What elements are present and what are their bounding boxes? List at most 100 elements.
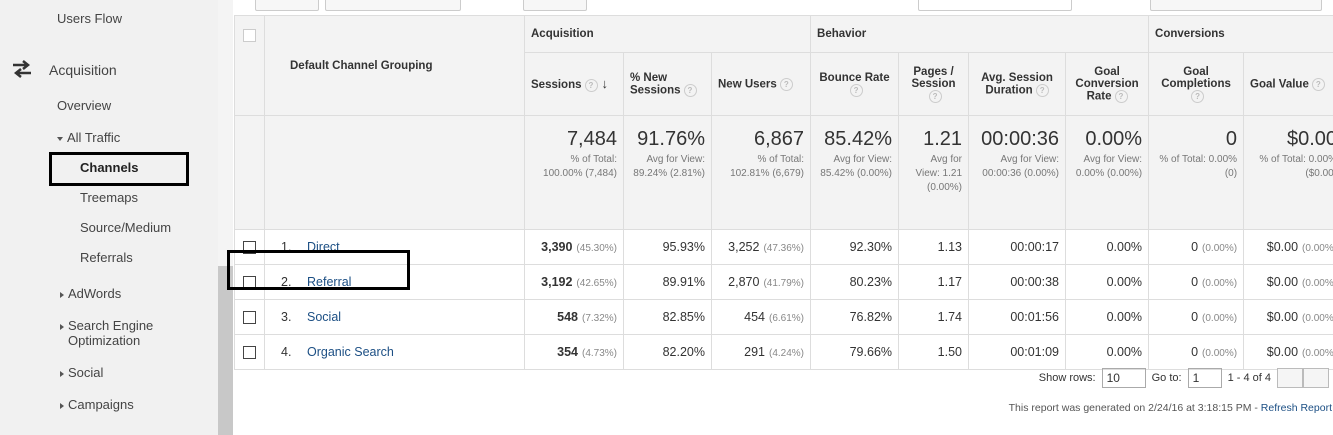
nav-item[interactable]: Treemaps [80,190,138,205]
cell: 80.23% [810,264,900,300]
generated-text: This report was generated on 2/24/16 at … [1008,402,1261,414]
prev-button[interactable] [1277,368,1303,388]
column-header[interactable]: % New Sessions [623,52,712,116]
cell-value: 0 [1191,345,1199,359]
cell: 3,390 (45.30%) [524,229,624,265]
row-index: 1. [281,240,292,254]
cell: 291 (4.24%) [710,334,812,370]
column-header[interactable]: Goal Value [1243,52,1333,116]
column-header[interactable]: Pages / Session [898,52,970,116]
nav-item[interactable]: Acquisition [49,62,117,78]
nav-item[interactable]: All Traffic [57,130,120,145]
cell: 1.50 [898,334,970,370]
nav-item[interactable]: Search Engine Optimization [60,318,188,348]
cell-share: (47.36%) [763,243,805,254]
expander [60,370,64,377]
view-buttons[interactable] [1150,0,1322,11]
highlight-box [227,250,410,290]
total-note: Avg for View: 1.21 (0.00%) [915,154,963,193]
toolbar-button[interactable] [255,0,319,11]
cell-share: (42.65%) [576,278,617,289]
total-value: 0 [1225,128,1238,150]
total-cell: 7,484 % of Total: 100.00% (7,484) [524,115,624,230]
goto-value: 1 [1192,371,1200,385]
total-value: 91.76% [637,128,705,150]
checkbox[interactable] [243,29,256,42]
expander [60,402,64,409]
cell: 92.30% [810,229,900,265]
total-value: $0.00 [1286,128,1333,150]
nav-item[interactable]: Users Flow [57,11,122,26]
goto-input[interactable]: 1 [1187,368,1222,388]
refresh-link[interactable]: Refresh Report [1260,402,1332,414]
cell-value: 00:01:09 [1010,345,1060,359]
row-select [234,334,265,370]
nav-item[interactable]: Campaigns [60,397,134,412]
nav-item[interactable]: AdWords [60,286,121,301]
cell-share: (0.00%) [1202,348,1238,359]
data-row: 4. Organic Search 354 (4.73%) 82.20% 291 (4.24… [234,334,1333,370]
channel-link[interactable]: Organic Search [307,345,394,359]
total-value: 00:00:36 [981,128,1060,150]
cell-share: (0.00%) [1202,243,1238,254]
nav-item[interactable]: Referrals [80,250,133,265]
toolbar-button[interactable] [325,0,461,11]
column-header[interactable]: New Users [710,52,812,116]
cell-share: (0.00%) [1302,313,1333,324]
cell: 0 (0.00%) [1148,229,1245,265]
nav-label: Acquisition [49,62,117,78]
cell-value: 0.00% [1106,310,1143,324]
cell-value: 291 [744,345,765,359]
nav-item[interactable]: Channels [80,160,139,175]
cell-share: (4.73%) [581,348,617,359]
group-row: Default Channel Grouping Acquisition Behav… [234,15,1333,116]
group-header: Behavior [810,15,1150,53]
total-note: Avg for View: 0.00% (0.00%) [1075,154,1143,179]
next-button[interactable] [1303,368,1329,388]
highlight-box [49,152,189,186]
row-select [234,299,265,335]
total-note: Avg for View: 00:00:36 (0.00%) [982,154,1060,179]
cell-share: (6.61%) [769,313,805,324]
checkbox[interactable] [243,346,256,360]
rows-select[interactable]: 10 [1101,368,1146,388]
cell: 79.66% [810,334,900,370]
cell-value: 0.00% [1106,275,1143,289]
column-header[interactable]: Goal Completions [1148,52,1245,116]
cell: 1.13 [898,229,970,265]
nav-item[interactable]: Overview [57,98,111,113]
column-label: Bounce Rate [819,71,890,84]
total-note: % of Total: 0.00% ($0.00) [1259,154,1333,179]
cell-value: 79.66% [849,345,893,359]
column-header[interactable]: Goal Conversion Rate [1065,52,1150,116]
help-icon [1311,77,1325,91]
total-cell: 0.00% Avg for View: 0.00% (0.00%) [1065,115,1150,230]
cell: 1.74 [898,299,970,335]
cell-share: (41.79%) [763,278,805,289]
search-box[interactable] [918,0,1072,11]
total-cell: 00:00:36 Avg for View: 00:00:36 (0.00%) [968,115,1067,230]
channel-link[interactable]: Referral [307,275,352,289]
cell-value: 82.85% [662,310,705,324]
toolbar-button[interactable] [523,0,587,11]
cell: 0 (0.00%) [1148,334,1245,370]
cell-share: (4.24%) [769,348,805,359]
column-header[interactable]: Sessions [524,52,624,116]
column-header[interactable]: Avg. Session Duration [968,52,1067,116]
cell: 82.20% [623,334,712,370]
channel-link[interactable]: Social [307,310,342,324]
nav-label: AdWords [68,286,122,301]
nav-label: Search Engine Optimization [68,318,154,348]
nav-item[interactable]: Social [60,365,103,380]
column-row: Sessions % New Sessions New Users Bounce Ra… [235,52,1333,116]
column-label: New Users [718,78,777,91]
checkbox[interactable] [243,311,256,325]
cell-value: 3,390 [541,240,573,254]
column-header[interactable]: Bounce Rate [810,52,900,116]
total-note: % of Total: 100.00% (7,484) [543,154,617,179]
cell: 00:00:38 [968,264,1067,300]
cell: $0.00(0.00%) [1243,229,1333,265]
cell: $0.00(0.00%) [1243,264,1333,300]
cell-share: (0.00%) [1302,278,1333,289]
nav-item[interactable]: Source/Medium [80,220,171,235]
